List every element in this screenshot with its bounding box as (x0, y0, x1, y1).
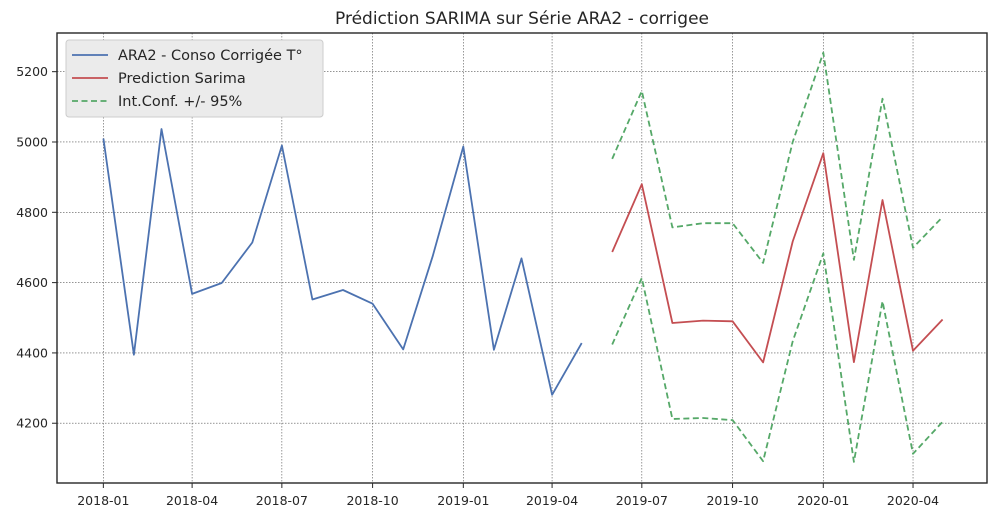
x-tick-label: 2019-07 (616, 493, 668, 508)
y-tick-label: 4800 (16, 205, 48, 220)
x-tick-label: 2018-04 (166, 493, 218, 508)
legend: ARA2 - Conso Corrigée T° Prediction Sari… (65, 39, 324, 118)
x-tick-label: 2018-01 (77, 493, 129, 508)
series-confidence-upper-line (611, 51, 944, 264)
y-tick-label: 5000 (16, 134, 48, 149)
y-tick-label: 4600 (16, 275, 48, 290)
series-ara2-line (102, 128, 583, 396)
series-confidence-lower-line (611, 252, 944, 463)
chart-title: Prédiction SARIMA sur Série ARA2 - corri… (335, 9, 709, 29)
x-tick-label: 2018-10 (346, 493, 398, 508)
series-lines (102, 51, 944, 463)
y-tick-label: 5200 (16, 64, 48, 79)
y-tick-label: 4200 (16, 416, 48, 431)
legend-label-prediction: Prediction Sarima (118, 71, 246, 87)
legend-box (65, 39, 324, 118)
legend-label-ara2: ARA2 - Conso Corrigée T° (118, 48, 303, 64)
y-tick-label: 4400 (16, 345, 48, 360)
series-prediction-line (611, 152, 944, 364)
x-tick-label: 2019-10 (706, 493, 758, 508)
plot-frame (56, 32, 988, 484)
x-tick-label: 2020-01 (797, 493, 849, 508)
x-tick-label: 2018-07 (256, 493, 308, 508)
legend-label-confidence: Int.Conf. +/- 95% (118, 94, 242, 110)
x-tick-label: 2019-04 (526, 493, 578, 508)
x-tick-label: 2019-01 (437, 493, 489, 508)
axis-ticks: 2018-01 2018-04 2018-07 2018-10 2019-01 2019-… (16, 64, 939, 508)
x-tick-label: 2020-04 (887, 493, 939, 508)
